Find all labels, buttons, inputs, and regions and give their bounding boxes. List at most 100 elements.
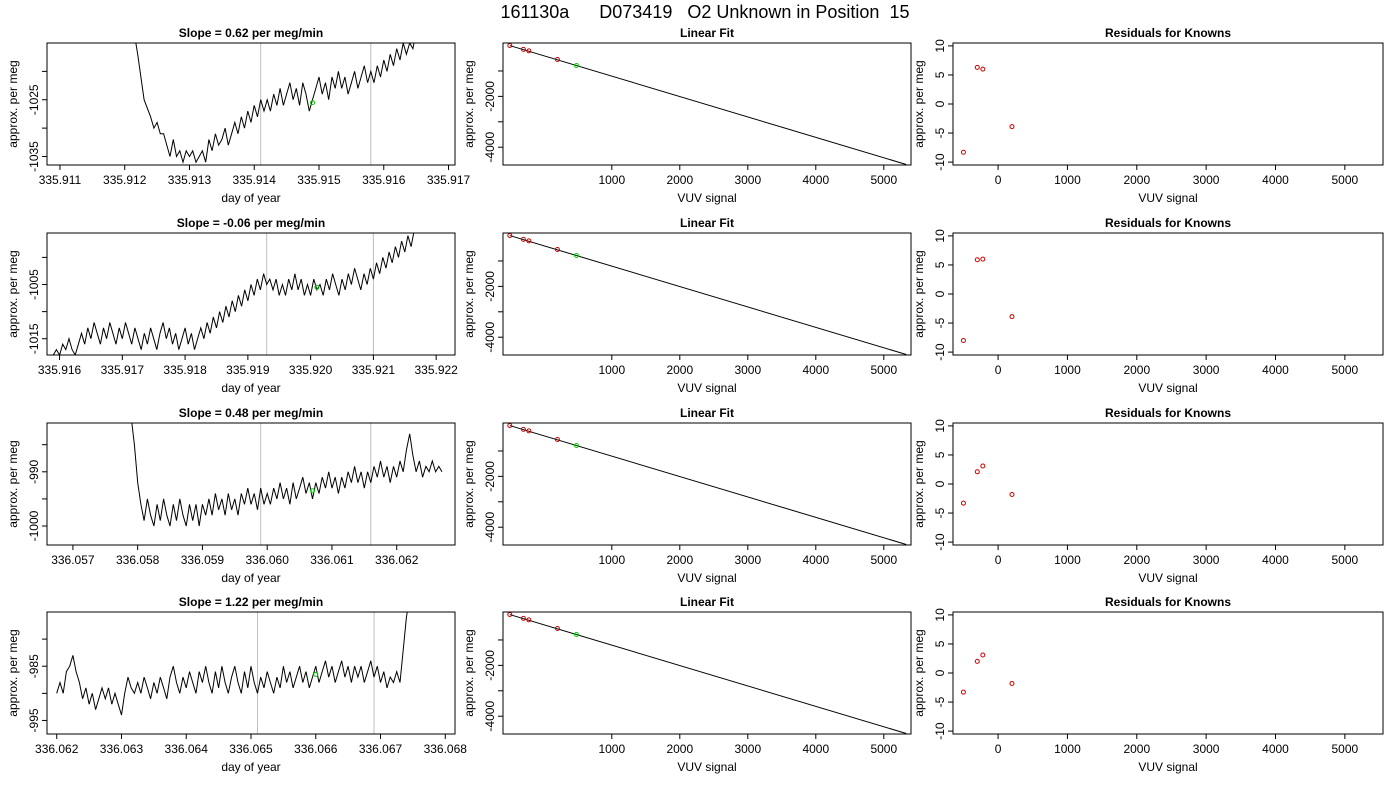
x-axis-label: VUV signal bbox=[1138, 760, 1197, 774]
panel-title: Slope = 0.48 per meg/min bbox=[179, 406, 323, 420]
x-tick-label: 2000 bbox=[1123, 363, 1150, 377]
plot-area bbox=[960, 652, 1015, 695]
y-tick-label: 0 bbox=[933, 100, 947, 107]
x-tick-label: 2000 bbox=[1123, 553, 1150, 567]
x-tick-label: 335.916 bbox=[38, 363, 82, 377]
y-tick-label: 0 bbox=[933, 290, 947, 297]
plot-area bbox=[507, 423, 907, 545]
unknown-marker bbox=[310, 100, 316, 106]
plot-frame bbox=[46, 422, 456, 546]
y-tick-label: 5 bbox=[933, 261, 947, 268]
y-tick-label: 10 bbox=[933, 608, 947, 622]
known-point bbox=[554, 626, 560, 632]
chart-panel-4-1: Slope = 1.22 per meg/min 336.062 336.063 33… bbox=[6, 595, 467, 774]
plot-area bbox=[507, 612, 907, 734]
x-axis-label: day of year bbox=[221, 571, 280, 585]
x-tick-label: 5000 bbox=[870, 173, 897, 187]
y-tick-label: -2000 bbox=[483, 650, 497, 681]
panel-title: Linear Fit bbox=[680, 26, 734, 40]
fit-line bbox=[509, 235, 907, 355]
y-tick-label: -5 bbox=[933, 127, 947, 138]
y-axis-label: approx. per meg bbox=[6, 60, 20, 147]
x-tick-label: 3000 bbox=[734, 363, 761, 377]
x-tick-label: 5000 bbox=[870, 363, 897, 377]
x-tick-label: 5000 bbox=[870, 553, 897, 567]
x-tick-label: 4000 bbox=[802, 173, 829, 187]
x-tick-label: 4000 bbox=[1262, 363, 1289, 377]
series-line bbox=[52, 233, 415, 355]
x-tick-label: 336.068 bbox=[424, 742, 468, 756]
residual-point bbox=[974, 257, 980, 263]
y-axis-label: approx. per meg bbox=[6, 629, 20, 716]
panel-title: Linear Fit bbox=[680, 595, 734, 609]
chart-panel-3-3: Residuals for Knowns 0 1000 2000 3000 4000 500… bbox=[912, 406, 1384, 585]
plot-frame bbox=[952, 422, 1384, 546]
y-tick-label: -985 bbox=[27, 654, 41, 678]
chart-panel-1-2: Linear Fit 1000 2000 3000 4000 5000 -4000 -2000… bbox=[462, 26, 912, 205]
x-tick-label: 4000 bbox=[802, 363, 829, 377]
known-point bbox=[507, 43, 513, 49]
x-tick-label: 5000 bbox=[1332, 553, 1359, 567]
x-tick-label: 5000 bbox=[1332, 742, 1359, 756]
series-line bbox=[135, 43, 420, 165]
x-tick-label: 3000 bbox=[734, 742, 761, 756]
x-tick-label: 335.913 bbox=[168, 173, 212, 187]
x-axis-label: VUV signal bbox=[1138, 381, 1197, 395]
x-axis-label: VUV signal bbox=[677, 381, 736, 395]
x-tick-label: 335.921 bbox=[352, 363, 396, 377]
panel-title: Residuals for Knowns bbox=[1105, 406, 1231, 420]
y-tick-label: -1015 bbox=[27, 323, 41, 354]
chart-panel-2-2: Linear Fit 1000 2000 3000 4000 5000 -4000 -2000… bbox=[462, 216, 912, 395]
x-axis-label: VUV signal bbox=[677, 571, 736, 585]
x-tick-label: 4000 bbox=[802, 742, 829, 756]
y-tick-label: 0 bbox=[933, 480, 947, 487]
x-tick-label: 4000 bbox=[802, 553, 829, 567]
y-axis-label: approx. per meg bbox=[912, 250, 926, 337]
unknown-marker bbox=[313, 671, 319, 677]
known-point bbox=[526, 238, 532, 244]
y-tick-label: -10 bbox=[933, 153, 947, 171]
y-axis-label: approx. per meg bbox=[462, 250, 476, 337]
panel-grid: Slope = 0.62 per meg/min 335.911 335.912 33… bbox=[6, 26, 1384, 774]
unknown-point bbox=[573, 62, 579, 68]
x-tick-label: 0 bbox=[995, 553, 1002, 567]
known-point bbox=[520, 426, 526, 432]
x-tick-label: 335.919 bbox=[226, 363, 270, 377]
plot-area bbox=[507, 43, 907, 165]
plot-frame bbox=[952, 42, 1384, 166]
x-tick-label: 335.920 bbox=[289, 363, 333, 377]
plot-area bbox=[131, 423, 443, 545]
unknown-point bbox=[573, 252, 579, 258]
residual-point bbox=[960, 149, 966, 155]
x-tick-label: 336.059 bbox=[181, 553, 225, 567]
y-axis-label: approx. per meg bbox=[912, 629, 926, 716]
panel-title: Residuals for Knowns bbox=[1105, 26, 1231, 40]
chart-panel-4-3: Residuals for Knowns 0 1000 2000 3000 4000 500… bbox=[912, 595, 1384, 774]
y-tick-label: -1005 bbox=[27, 269, 41, 300]
known-point bbox=[526, 617, 532, 623]
x-tick-label: 336.067 bbox=[359, 742, 403, 756]
plot-area bbox=[52, 233, 415, 355]
x-tick-label: 5000 bbox=[1332, 173, 1359, 187]
panel-title: Linear Fit bbox=[680, 406, 734, 420]
plot-area bbox=[960, 64, 1015, 155]
x-tick-label: 3000 bbox=[734, 553, 761, 567]
residual-point bbox=[980, 652, 986, 658]
plot-frame bbox=[46, 611, 456, 735]
y-axis-label: approx. per meg bbox=[6, 440, 20, 527]
known-point bbox=[507, 612, 513, 618]
plot-frame bbox=[952, 611, 1384, 735]
fit-line bbox=[509, 425, 907, 545]
y-tick-label: -4000 bbox=[483, 701, 497, 732]
unknown-marker bbox=[310, 488, 316, 494]
x-tick-label: 3000 bbox=[1193, 173, 1220, 187]
y-tick-label: -995 bbox=[27, 708, 41, 732]
plot-frame bbox=[502, 611, 912, 735]
x-tick-label: 335.918 bbox=[163, 363, 207, 377]
known-point bbox=[554, 247, 560, 253]
x-axis-label: day of year bbox=[221, 191, 280, 205]
y-tick-label: -10 bbox=[933, 343, 947, 361]
x-tick-label: 335.916 bbox=[362, 173, 406, 187]
chart-panel-4-2: Linear Fit 1000 2000 3000 4000 5000 -4000 -2000… bbox=[462, 595, 912, 774]
